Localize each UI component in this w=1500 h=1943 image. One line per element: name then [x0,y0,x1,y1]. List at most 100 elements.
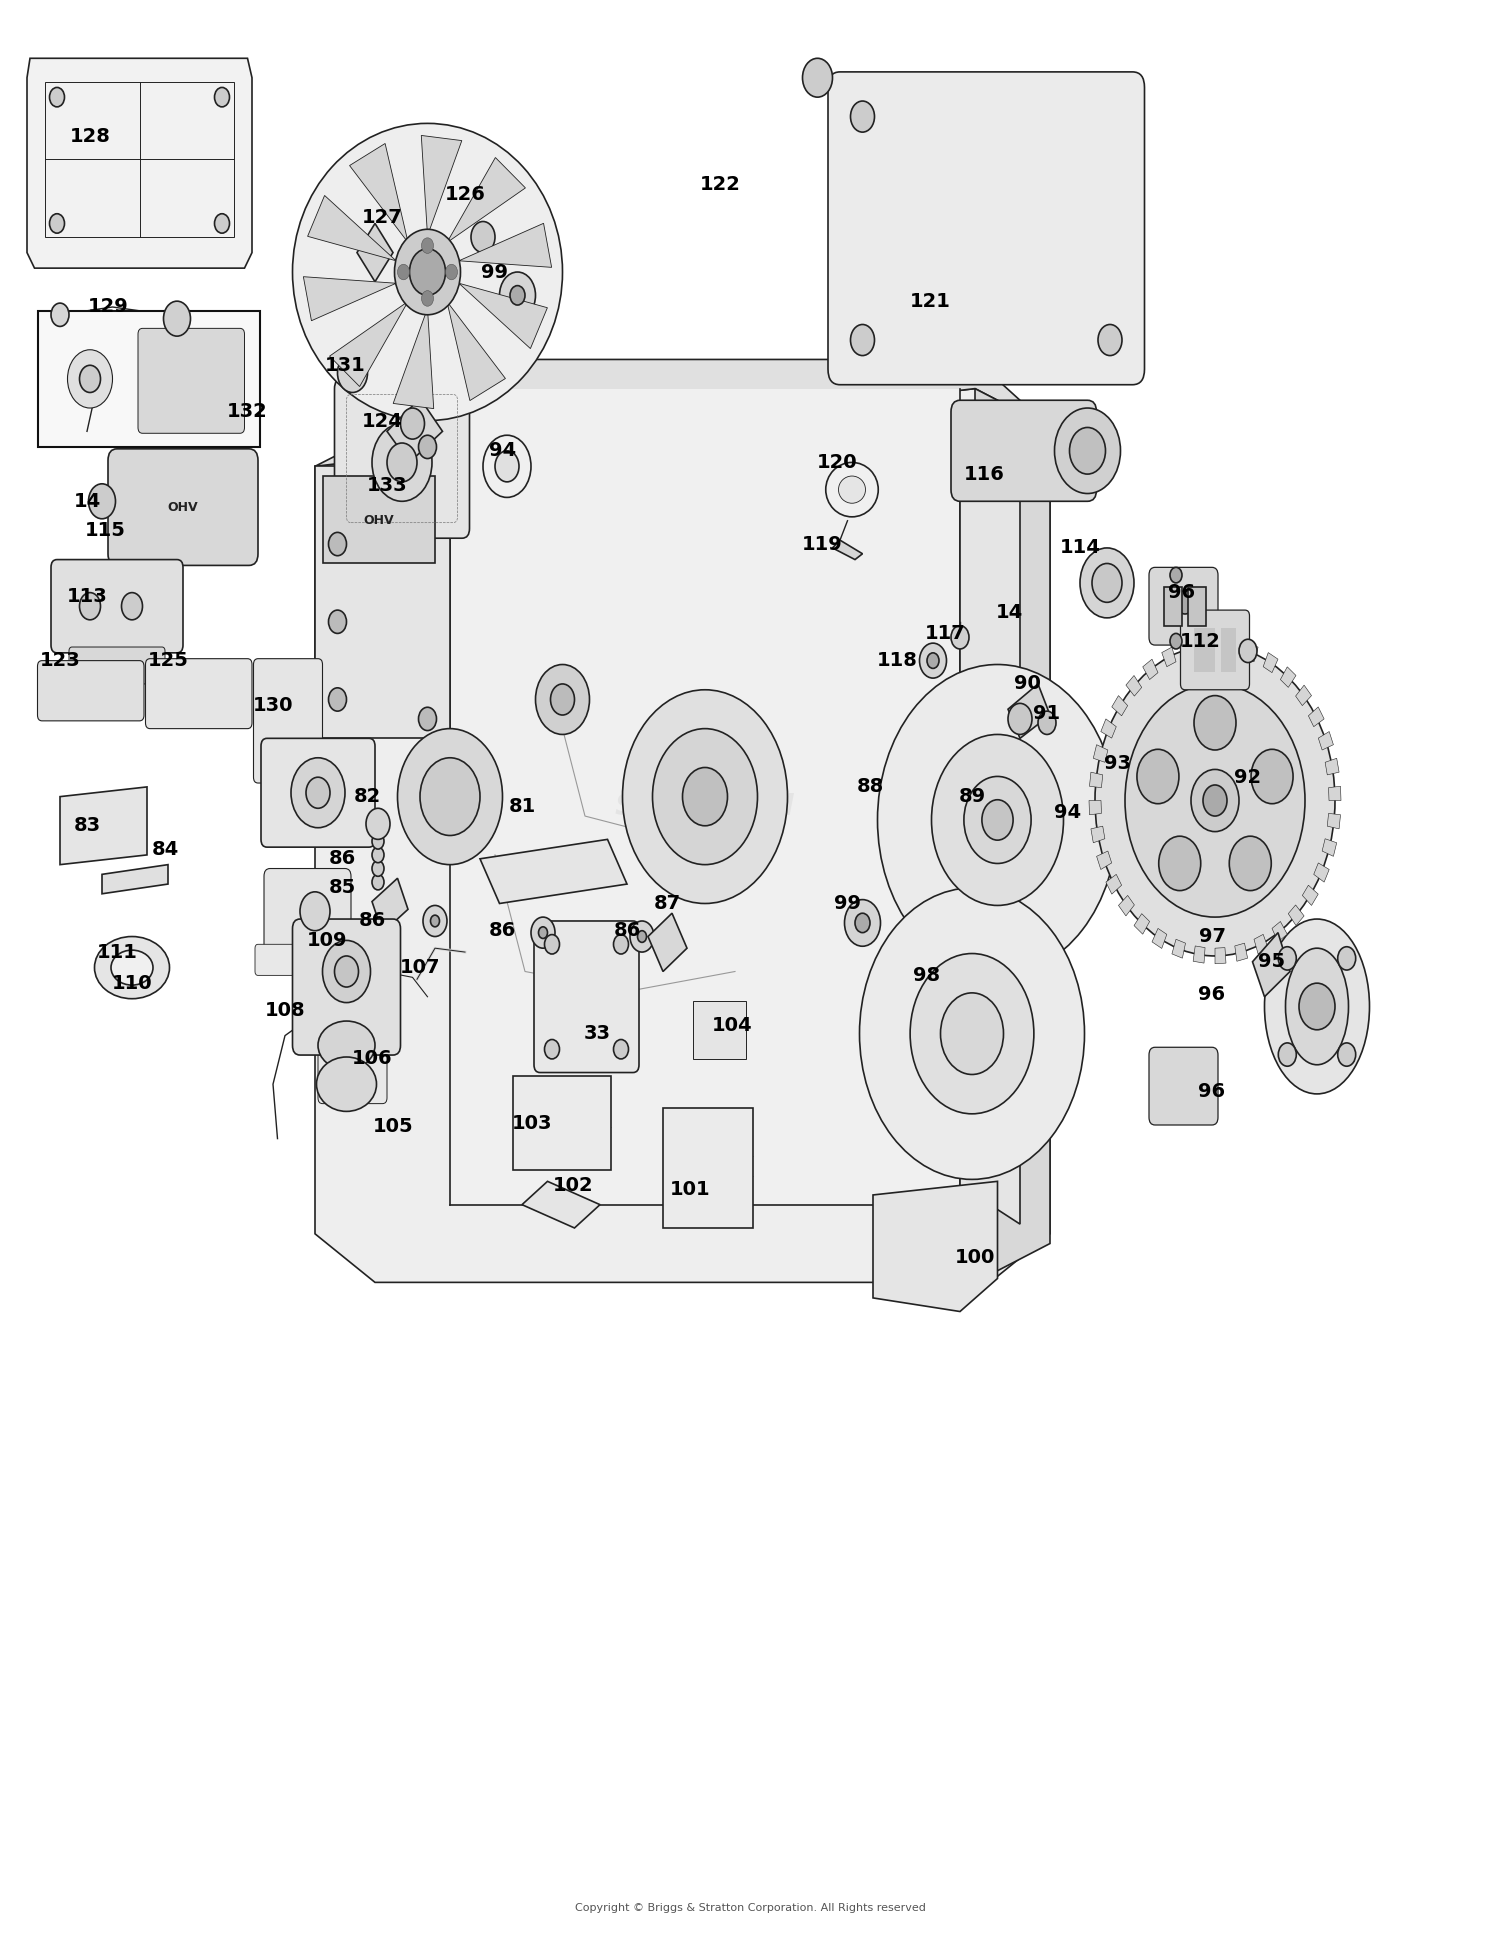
Text: 94: 94 [489,441,516,460]
Polygon shape [1329,787,1341,801]
Polygon shape [315,466,450,738]
Circle shape [214,214,230,233]
Circle shape [510,286,525,305]
Circle shape [802,58,832,97]
Bar [1194,628,1215,672]
Polygon shape [1008,684,1050,738]
Circle shape [910,954,1034,1113]
Text: 84: 84 [152,839,178,859]
Ellipse shape [839,476,866,503]
Text: 116: 116 [963,464,1005,484]
Text: 87: 87 [654,894,681,913]
Text: 104: 104 [711,1016,753,1036]
Polygon shape [1252,933,1290,997]
Circle shape [850,101,874,132]
Circle shape [446,264,458,280]
FancyBboxPatch shape [138,328,244,433]
Circle shape [338,354,368,392]
FancyBboxPatch shape [1180,610,1250,690]
Text: STRATTON: STRATTON [615,793,795,820]
Text: 129: 129 [87,297,129,317]
FancyBboxPatch shape [534,921,639,1073]
Text: 109: 109 [306,931,347,950]
Polygon shape [833,540,862,560]
Polygon shape [1112,696,1128,715]
Polygon shape [648,913,687,972]
Text: 130: 130 [252,696,294,715]
Circle shape [334,956,358,987]
Text: 118: 118 [876,651,918,670]
Polygon shape [1172,938,1185,958]
Text: 91: 91 [1034,703,1060,723]
Polygon shape [350,144,408,243]
Text: 123: 123 [39,651,81,670]
Polygon shape [1204,637,1215,653]
Circle shape [850,324,874,356]
Polygon shape [315,389,1050,1282]
Text: 103: 103 [512,1113,552,1133]
Text: 120: 120 [816,453,858,472]
Text: 89: 89 [958,787,986,806]
Text: 97: 97 [1198,927,1225,946]
Circle shape [614,1040,628,1059]
Circle shape [300,892,330,931]
Circle shape [544,1040,560,1059]
Polygon shape [1322,839,1336,857]
Circle shape [1239,639,1257,663]
Text: 106: 106 [351,1049,393,1069]
Text: 33: 33 [584,1024,610,1043]
Text: 133: 133 [366,476,408,495]
FancyBboxPatch shape [69,647,165,684]
Text: 127: 127 [362,208,404,227]
Circle shape [51,303,69,326]
Polygon shape [1272,921,1287,942]
Circle shape [855,913,870,933]
Text: 14: 14 [74,492,100,511]
Circle shape [940,993,1004,1074]
Polygon shape [1143,659,1158,680]
Circle shape [1191,769,1239,832]
Polygon shape [1288,905,1304,925]
Text: OHV: OHV [168,501,198,513]
Circle shape [550,684,574,715]
Circle shape [122,593,142,620]
Circle shape [614,935,628,954]
Circle shape [536,665,590,734]
Text: 81: 81 [509,797,536,816]
Polygon shape [1192,946,1204,964]
Circle shape [80,365,100,392]
Circle shape [1176,591,1194,614]
Polygon shape [1126,676,1142,696]
Circle shape [366,808,390,839]
Text: 131: 131 [324,356,366,375]
Circle shape [927,653,939,668]
Polygon shape [1119,896,1134,915]
Text: 100: 100 [956,1247,994,1267]
Circle shape [398,729,502,865]
Circle shape [964,777,1030,863]
Polygon shape [459,284,548,348]
Text: 96: 96 [1198,985,1225,1005]
Circle shape [430,915,439,927]
FancyBboxPatch shape [334,379,470,538]
FancyBboxPatch shape [1149,1047,1218,1125]
Circle shape [328,610,346,633]
Circle shape [1095,645,1335,956]
Circle shape [420,758,480,835]
Circle shape [1278,946,1296,970]
FancyBboxPatch shape [146,659,252,729]
Polygon shape [1263,653,1278,672]
Polygon shape [315,359,1050,466]
Circle shape [1230,835,1272,890]
Polygon shape [447,157,525,243]
Circle shape [531,917,555,948]
Polygon shape [1089,771,1102,787]
Text: 86: 86 [614,921,640,940]
Circle shape [398,264,410,280]
Polygon shape [1254,935,1268,954]
Polygon shape [422,136,462,235]
Polygon shape [357,223,393,282]
Polygon shape [480,839,627,903]
Text: 85: 85 [328,878,356,898]
Polygon shape [1245,643,1258,663]
